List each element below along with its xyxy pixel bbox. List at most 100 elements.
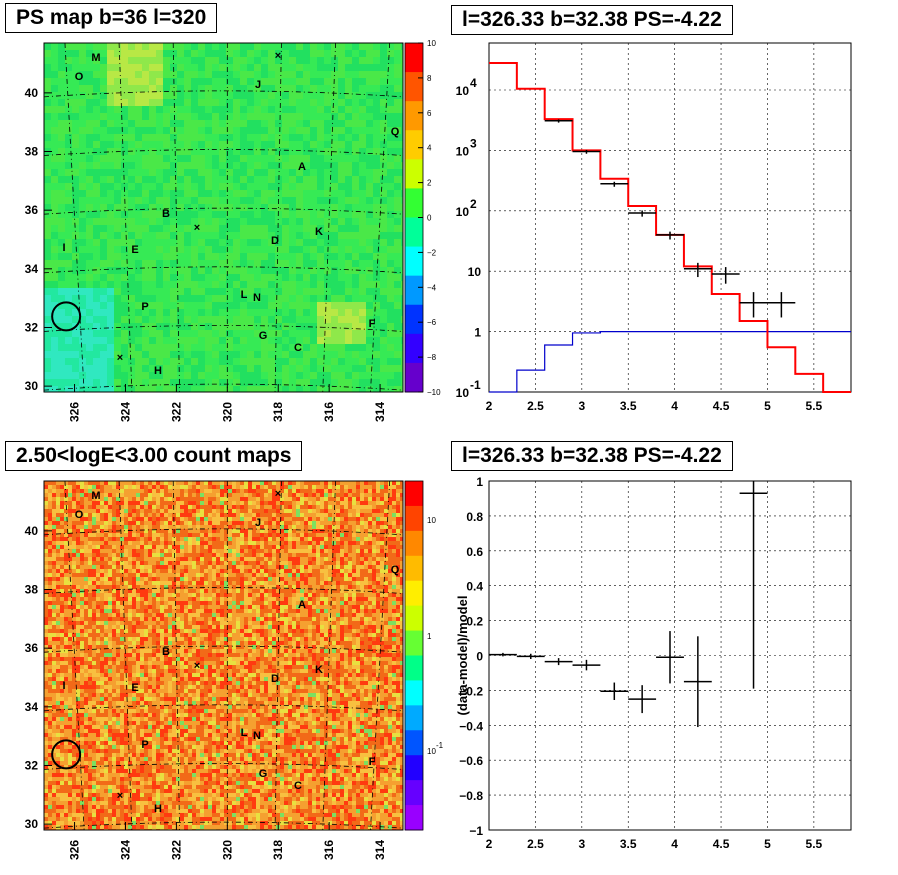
map-pixel	[212, 302, 219, 309]
map-pixel	[289, 43, 296, 50]
map-pixel	[198, 386, 205, 392]
map-pixel	[304, 537, 308, 541]
map-pixel	[135, 372, 142, 379]
map-pixel	[205, 358, 212, 365]
map-pixel	[142, 148, 149, 155]
map-pixel	[177, 113, 184, 120]
map-pixel	[148, 525, 152, 529]
map-pixel	[364, 533, 368, 537]
map-pixel	[212, 489, 216, 493]
map-pixel	[168, 505, 172, 509]
map-pixel	[128, 330, 135, 337]
map-pixel	[387, 239, 394, 246]
map-pixel	[128, 204, 135, 211]
map-pixel	[124, 557, 128, 561]
map-pixel	[72, 489, 76, 493]
map-pixel	[56, 557, 60, 561]
map-pixel	[261, 183, 268, 190]
map-pixel	[388, 573, 392, 577]
map-pixel	[232, 489, 236, 493]
map-pixel	[344, 533, 348, 537]
map-pixel	[331, 190, 338, 197]
map-pixel	[317, 365, 324, 372]
map-pixel	[163, 330, 170, 337]
map-pixel	[254, 134, 261, 141]
map-pixel	[170, 379, 177, 386]
map-pixel	[324, 211, 331, 218]
map-pixel	[366, 64, 373, 71]
map-pixel	[219, 64, 226, 71]
map-pixel	[272, 517, 276, 521]
map-pixel	[288, 493, 292, 497]
map-pixel	[184, 302, 191, 309]
map-pixel	[303, 337, 310, 344]
map-pixel	[289, 295, 296, 302]
map-pixel	[121, 134, 128, 141]
map-pixel	[219, 386, 226, 392]
map-pixel	[289, 211, 296, 218]
map-pixel	[359, 246, 366, 253]
map-pixel	[58, 288, 65, 295]
map-pixel	[177, 106, 184, 113]
map-pixel	[196, 581, 200, 585]
map-pixel	[247, 148, 254, 155]
source-label: E	[131, 244, 138, 256]
map-pixel	[340, 501, 344, 505]
map-pixel	[308, 501, 312, 505]
map-pixel	[338, 176, 345, 183]
map-pixel	[196, 541, 200, 545]
map-pixel	[226, 316, 233, 323]
map-pixel	[303, 386, 310, 392]
map-pixel	[224, 497, 228, 501]
map-pixel	[372, 557, 376, 561]
map-pixel	[149, 330, 156, 337]
map-pixel	[226, 309, 233, 316]
map-pixel	[254, 330, 261, 337]
map-pixel	[184, 316, 191, 323]
map-pixel	[170, 239, 177, 246]
map-pixel	[216, 521, 220, 525]
map-pixel	[164, 549, 168, 553]
map-pixel	[373, 78, 380, 85]
map-pixel	[100, 316, 107, 323]
map-pixel	[120, 549, 124, 553]
map-pixel	[345, 386, 352, 392]
map-pixel	[366, 295, 373, 302]
map-pixel	[100, 541, 104, 545]
map-pixel	[261, 218, 268, 225]
map-pixel	[303, 106, 310, 113]
map-pixel	[219, 176, 226, 183]
map-pixel	[121, 211, 128, 218]
map-pixel	[331, 183, 338, 190]
map-pixel	[144, 549, 148, 553]
map-pixel	[79, 197, 86, 204]
map-pixel	[228, 489, 232, 493]
map-pixel	[93, 232, 100, 239]
map-pixel	[400, 545, 403, 549]
map-pixel	[244, 529, 248, 533]
map-pixel	[180, 537, 184, 541]
map-pixel	[352, 525, 356, 529]
map-pixel	[244, 569, 248, 573]
map-pixel	[373, 127, 380, 134]
map-pixel	[114, 204, 121, 211]
map-pixel	[121, 246, 128, 253]
map-pixel	[268, 64, 275, 71]
map-pixel	[356, 493, 360, 497]
map-pixel	[52, 481, 56, 485]
map-pixel	[79, 148, 86, 155]
map-pixel	[380, 497, 384, 501]
map-pixel	[268, 561, 272, 565]
map-pixel	[135, 78, 142, 85]
map-pixel	[336, 509, 340, 513]
map-pixel	[284, 537, 288, 541]
map-pixel	[368, 525, 372, 529]
map-pixel	[244, 541, 248, 545]
map-pixel	[394, 253, 401, 260]
map-pixel	[240, 211, 247, 218]
map-pixel	[184, 501, 188, 505]
map-pixel	[140, 513, 144, 517]
map-pixel	[356, 553, 360, 557]
map-pixel	[226, 246, 233, 253]
map-pixel	[188, 493, 192, 497]
